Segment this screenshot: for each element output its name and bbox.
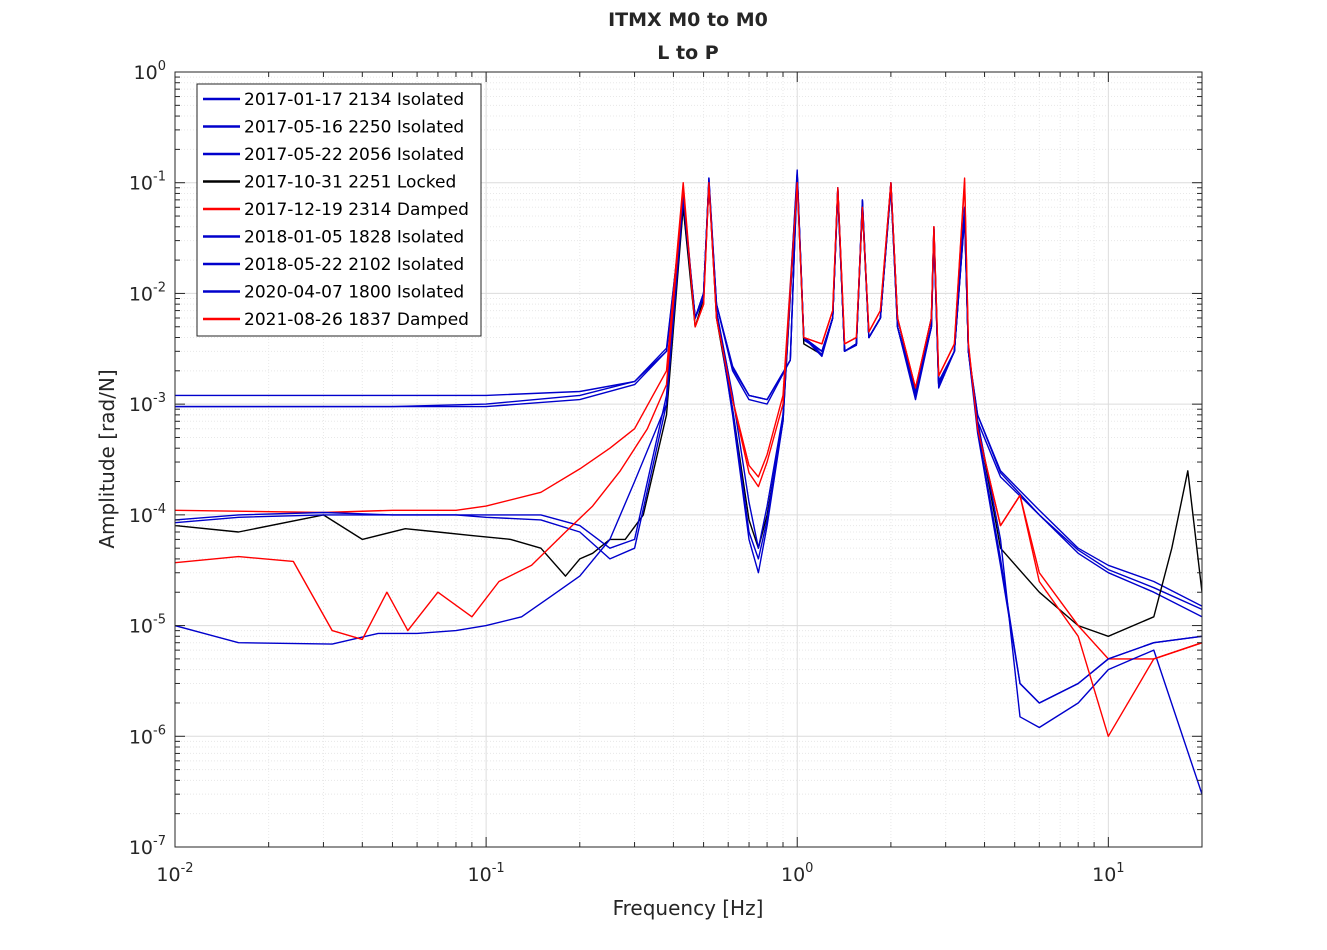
y-tick-label: 10-4 xyxy=(129,502,166,527)
x-tick-labels: 10-2 10-1 100 101 xyxy=(156,861,1124,886)
y-tick-label: 10-6 xyxy=(129,723,166,748)
legend-label-7: 2018-05-22 2102 Isolated xyxy=(244,255,464,275)
chart-title: ITMX M0 to M0 xyxy=(608,9,768,31)
legend-label-2: 2017-05-16 2250 Isolated xyxy=(244,118,464,138)
axes-box xyxy=(174,71,1203,848)
legend-label-4: 2017-10-31 2251 Locked xyxy=(244,173,456,193)
series-line-9 xyxy=(175,177,1202,737)
legend-label-6: 2018-01-05 1828 Isolated xyxy=(244,228,464,248)
x-tick-label: 101 xyxy=(1092,861,1124,886)
legend-box xyxy=(196,83,482,337)
legend-label-1: 2017-01-17 2134 Isolated xyxy=(244,90,464,110)
x-tick-label: 100 xyxy=(781,861,813,886)
x-tick-label: 10-1 xyxy=(468,861,505,886)
y-tick-labels: 100 10-1 10-2 10-3 10-4 10-5 10-6 10-7 xyxy=(129,59,166,859)
legend-label-9: 2021-08-26 1837 Damped xyxy=(244,310,469,330)
legend-label-3: 2017-05-22 2056 Isolated xyxy=(244,145,464,165)
chart-subtitle: L to P xyxy=(657,42,718,64)
series-layer xyxy=(175,169,1202,795)
y-tick-label: 10-7 xyxy=(129,834,166,859)
legend-label-8: 2020-04-07 1800 Isolated xyxy=(244,283,464,303)
legend: 2017-01-17 2134 Isolated 2017-05-16 2250 … xyxy=(196,83,482,337)
legend-label-5: 2017-12-19 2314 Damped xyxy=(244,200,469,220)
y-axis-label: Amplitude [rad/N] xyxy=(95,369,119,548)
y-tick-label: 10-1 xyxy=(129,170,166,195)
tick-marks xyxy=(174,71,1203,848)
y-tick-label: 100 xyxy=(134,59,166,84)
y-tick-label: 10-2 xyxy=(129,280,166,305)
y-tick-label: 10-5 xyxy=(129,613,166,638)
x-axis-label: Frequency [Hz] xyxy=(613,896,764,920)
x-tick-label: 10-2 xyxy=(156,861,193,886)
y-tick-label: 10-3 xyxy=(129,391,166,416)
